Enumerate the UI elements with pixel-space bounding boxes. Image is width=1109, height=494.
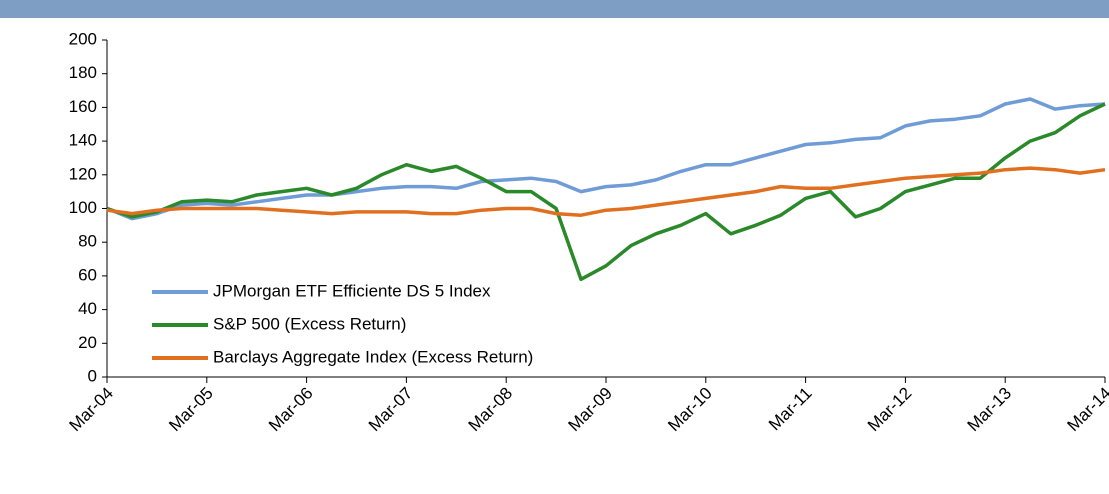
series-line: [106, 166, 1106, 217]
legend-label: JPMorgan ETF Efficiente DS 5 Index: [213, 281, 491, 300]
y-tick-label: 80: [78, 232, 97, 251]
y-tick-label: 100: [69, 198, 97, 217]
legend-label: S&P 500 (Excess Return): [213, 314, 406, 333]
y-tick-label: 40: [78, 299, 97, 318]
y-tick-label: 180: [69, 63, 97, 82]
y-tick-label: 20: [78, 333, 97, 352]
x-tick-label: Mar-12: [864, 384, 916, 436]
x-tick-label: Mar-14: [1063, 384, 1109, 436]
x-tick-label: Mar-07: [365, 384, 417, 436]
x-tick-label: Mar-06: [265, 384, 317, 436]
legend-label: Barclays Aggregate Index (Excess Return): [213, 347, 533, 366]
x-tick-label: Mar-09: [564, 384, 616, 436]
y-tick-label: 120: [69, 164, 97, 183]
y-tick-label: 200: [69, 29, 97, 48]
series-line: [106, 102, 1106, 282]
x-tick-label: Mar-08: [465, 384, 517, 436]
y-tick-label: 160: [69, 97, 97, 116]
y-tick-label: 140: [69, 131, 97, 150]
series-line: [106, 97, 1106, 221]
header-band: [0, 0, 1109, 18]
y-tick-label: 0: [88, 366, 97, 385]
x-tick-label: Mar-11: [765, 384, 816, 435]
y-tick-label: 60: [78, 265, 97, 284]
x-tick-label: Mar-04: [65, 384, 117, 436]
x-tick-label: Mar-05: [165, 384, 217, 436]
x-tick-label: Mar-10: [664, 384, 716, 436]
x-tick-label: Mar-13: [964, 384, 1016, 436]
